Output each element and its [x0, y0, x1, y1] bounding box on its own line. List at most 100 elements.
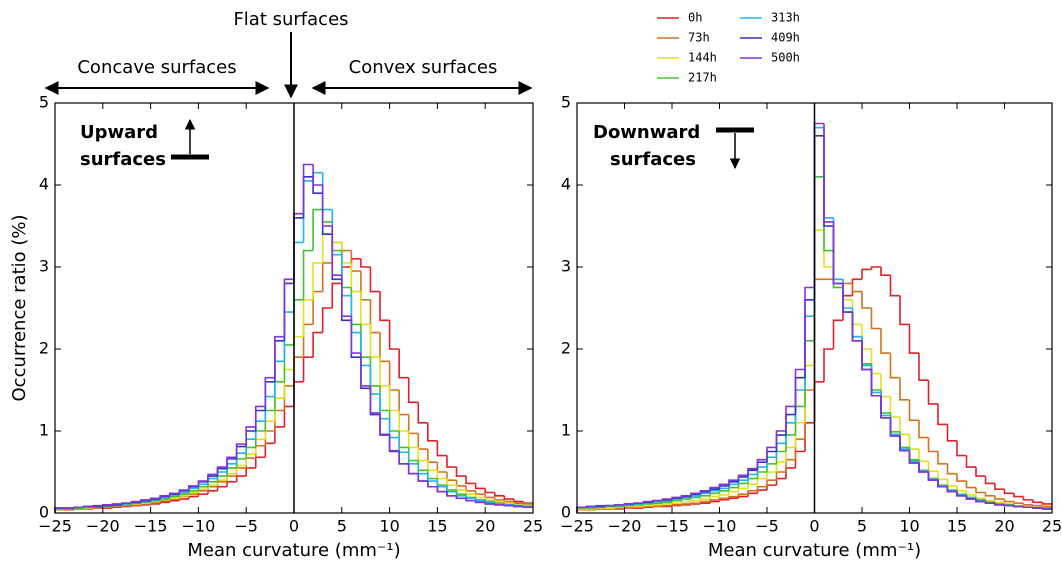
histogram-step: [379, 394, 390, 420]
histogram-step: [331, 234, 342, 281]
histogram-step: [388, 410, 400, 432]
histogram-step: [965, 495, 976, 500]
x-tick-label: 10: [379, 517, 399, 536]
histogram-step: [102, 505, 113, 508]
histogram-step: [794, 405, 805, 436]
histogram-step: [614, 506, 625, 509]
x-tick-label: 5: [337, 517, 347, 536]
x-tick-label: 15: [947, 517, 967, 536]
histogram-step: [245, 446, 256, 459]
histogram-step: [937, 480, 948, 488]
histogram-step: [623, 503, 634, 505]
histogram-step: [804, 340, 815, 407]
histogram-step: [455, 467, 467, 477]
histogram-step: [737, 487, 748, 492]
histogram-step: [823, 135, 834, 227]
histogram-step: [130, 504, 142, 507]
histogram-step: [1003, 504, 1014, 507]
histogram-step: [1022, 506, 1033, 509]
histogram-step: [756, 471, 767, 479]
histogram-step: [522, 503, 533, 505]
histogram-step: [965, 490, 976, 496]
histogram-step: [254, 405, 266, 427]
histogram-step: [861, 268, 872, 280]
histogram-step: [312, 208, 323, 251]
histogram-step: [379, 412, 390, 436]
x-tick-label: −25: [38, 517, 72, 536]
histogram-step: [350, 320, 361, 358]
histogram-step: [484, 488, 495, 494]
histogram-step: [331, 221, 342, 252]
y-tick-label: 1: [39, 421, 49, 440]
histogram-step: [737, 476, 748, 482]
histogram-step: [794, 368, 805, 407]
histogram-step: [965, 481, 976, 489]
histogram-step: [671, 504, 682, 507]
histogram-step: [159, 494, 170, 499]
histogram-step: [341, 279, 352, 322]
histogram-step: [642, 504, 653, 507]
convex-label: Convex surfaces: [349, 57, 498, 78]
annotations: Flat surfaces Concave surfaces Convex su…: [44, 9, 754, 170]
histogram-step: [766, 471, 777, 479]
histogram-step: [927, 472, 938, 481]
histogram-step: [870, 266, 881, 270]
histogram-step: [633, 503, 644, 505]
histogram-step: [398, 349, 409, 379]
histogram-step: [870, 365, 881, 394]
upward-label: Upward: [80, 122, 158, 143]
histogram-step: [197, 480, 208, 486]
histogram-step: [446, 472, 457, 481]
histogram-step: [680, 500, 691, 504]
histogram-step: [503, 495, 514, 500]
histogram-step: [226, 467, 237, 477]
histogram-step: [899, 377, 910, 401]
histogram-step: [417, 460, 428, 472]
histogram-step: [197, 493, 208, 497]
histogram-step: [956, 485, 967, 492]
histogram-step: [245, 438, 256, 454]
histogram-step: [341, 254, 352, 297]
histogram-step: [369, 357, 381, 387]
histogram-step: [737, 493, 748, 497]
histogram-step: [360, 357, 371, 390]
histogram-step: [379, 414, 390, 436]
histogram-step: [474, 490, 486, 495]
histogram-step: [984, 492, 995, 497]
histogram-step: [92, 504, 103, 507]
histogram-step: [379, 291, 390, 322]
histogram-step: [1032, 504, 1043, 507]
histogram-step: [756, 461, 767, 471]
histogram-step: [302, 163, 314, 214]
histogram-step: [274, 409, 285, 431]
histogram-step: [293, 299, 304, 345]
histogram-step: [623, 504, 634, 506]
histogram-step: [880, 395, 891, 419]
histogram-step: [680, 503, 691, 505]
histogram-step: [341, 242, 352, 252]
histogram-step: [436, 478, 447, 486]
x-tick-label: −15: [134, 517, 168, 536]
x-tick-label: −20: [86, 517, 120, 536]
histogram-step: [576, 507, 587, 513]
histogram-step: [417, 473, 428, 482]
histogram-step: [823, 348, 834, 382]
histogram-step: [1003, 499, 1014, 503]
histogram-step: [407, 414, 419, 435]
histogram-step: [226, 472, 237, 481]
histogram-step: [302, 249, 314, 300]
histogram-step: [455, 480, 467, 487]
series: [54, 163, 533, 513]
histogram-step: [360, 324, 371, 358]
histogram-step: [794, 450, 805, 468]
histogram-step: [493, 503, 505, 506]
histogram-step: [766, 463, 777, 472]
histogram-step: [899, 295, 910, 326]
histogram-step: [398, 451, 409, 465]
legend-label: 217h: [688, 71, 717, 85]
histogram-step: [737, 495, 748, 499]
histogram-step: [407, 463, 419, 475]
histogram-step: [794, 422, 805, 448]
histogram-step: [121, 503, 132, 505]
histogram-step: [813, 176, 824, 341]
